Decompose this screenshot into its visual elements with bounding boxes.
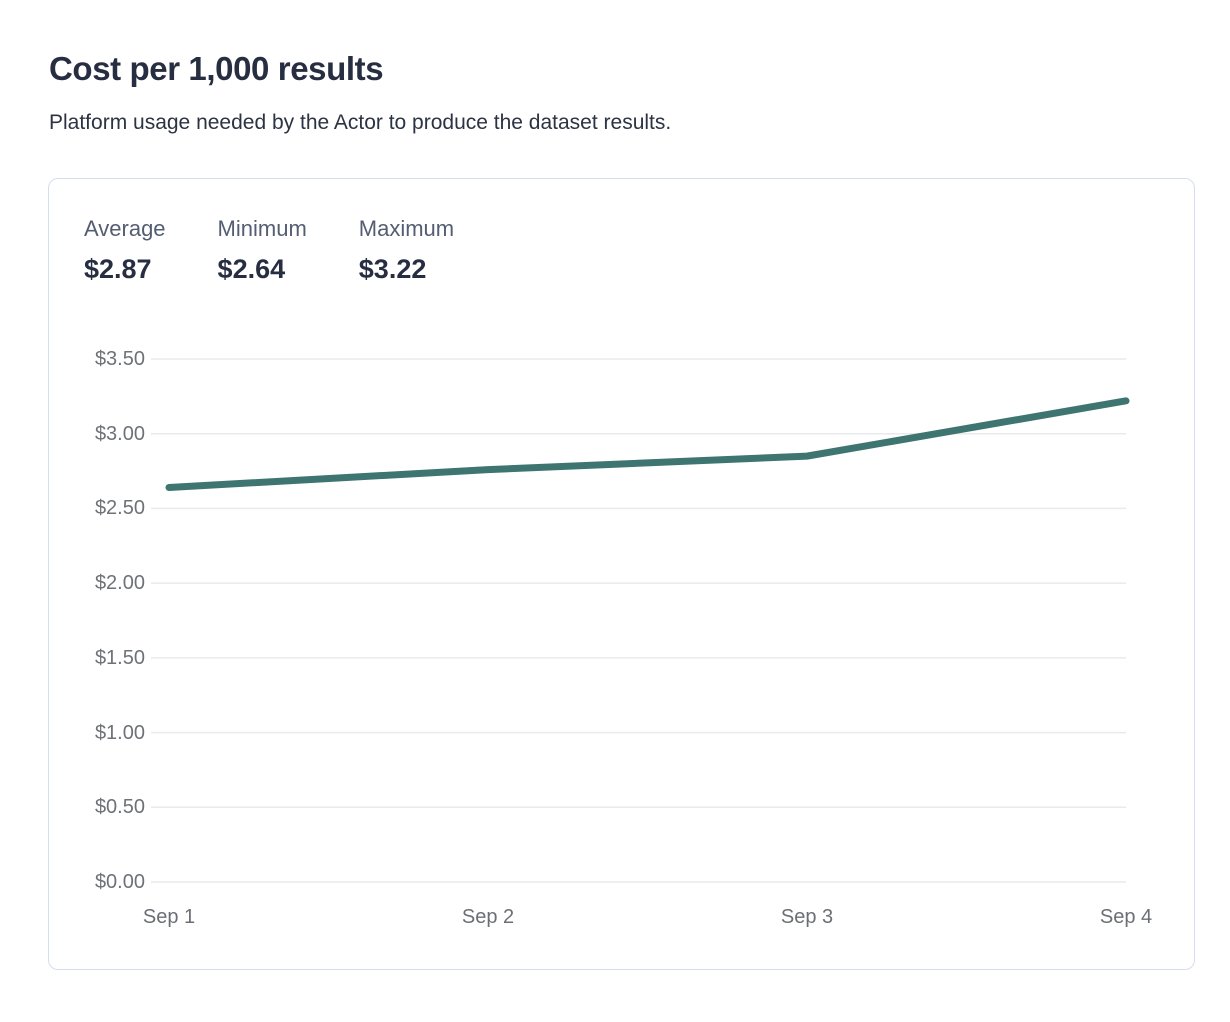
stat-average: Average $2.87 bbox=[84, 215, 166, 286]
line-plot bbox=[151, 358, 1130, 883]
y-tick-label: $3.50 bbox=[94, 348, 145, 370]
page-title: Cost per 1,000 results bbox=[49, 50, 384, 87]
x-tick-label: Sep 2 bbox=[461, 906, 515, 928]
page-subtitle: Platform usage needed by the Actor to pr… bbox=[49, 111, 672, 134]
stat-maximum-value: $3.22 bbox=[358, 254, 427, 284]
y-tick-label: $2.00 bbox=[94, 572, 145, 595]
x-tick-label: Sep 4 bbox=[1099, 906, 1153, 928]
stats-row: Average $2.87 Minimum $2.64 Maximum $3.2… bbox=[84, 215, 454, 286]
stat-minimum: Minimum $2.64 bbox=[218, 215, 307, 286]
stat-maximum: Maximum $3.22 bbox=[359, 215, 454, 286]
y-tick-label: $2.50 bbox=[94, 497, 145, 520]
x-tick-label: Sep 3 bbox=[780, 906, 834, 928]
y-tick-label: $1.50 bbox=[94, 646, 145, 669]
stat-maximum-label: Maximum bbox=[358, 216, 455, 241]
chart-card: Average $2.87 Minimum $2.64 Maximum $3.2… bbox=[48, 178, 1195, 970]
x-axis: Sep 1 Sep 2 Sep 3 Sep 4 bbox=[49, 904, 1194, 934]
y-axis: $0.00 $0.50 $1.00 $1.50 $2.00 $2.50 $3.00 $3.50 bbox=[49, 348, 145, 893]
x-tick-label: Sep 1 bbox=[142, 906, 196, 928]
stat-average-value: $2.87 bbox=[84, 254, 152, 284]
cost-per-1000-results-chart: $0.00 $0.50 $1.00 $1.50 $2.00 $2.50 $3.00 $3.50… bbox=[49, 179, 1194, 969]
stat-average-label: Average bbox=[84, 216, 166, 241]
stat-minimum-label: Minimum bbox=[217, 216, 307, 241]
y-tick-label: $0.50 bbox=[94, 796, 145, 819]
y-tick-label: $1.00 bbox=[94, 721, 145, 744]
y-tick-label: $0.00 bbox=[94, 871, 145, 893]
cost-series-line bbox=[165, 397, 1130, 492]
stat-minimum-value: $2.64 bbox=[217, 254, 286, 284]
y-tick-label: $3.00 bbox=[94, 422, 145, 445]
